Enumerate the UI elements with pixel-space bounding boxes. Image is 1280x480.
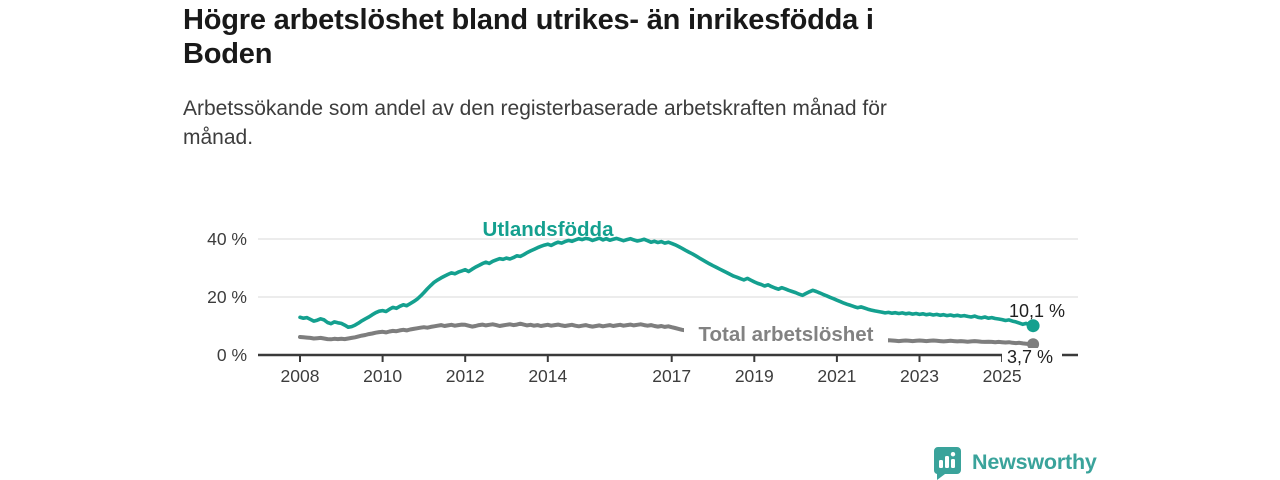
title-line-1: Högre arbetslöshet bland utrikes- än inr… <box>183 4 874 36</box>
utlandsfodda-line <box>298 236 1035 330</box>
subtitle-line-1: Arbetssökande som andel av den registerb… <box>183 97 887 121</box>
bar-chart-glyph <box>939 451 956 468</box>
end-value-label-utlandsfodda: 10,1 % <box>1009 301 1065 321</box>
total-line <box>298 321 1036 347</box>
y-tick-label: 20 % <box>207 287 247 307</box>
x-tick-label: 2014 <box>528 366 567 386</box>
y-axis-labels: 0 % 20 % 40 % <box>207 229 247 365</box>
newsworthy-chart-bubble-icon <box>933 446 961 480</box>
y-tick-label: 40 % <box>207 229 247 249</box>
y-tick-label: 0 % <box>217 345 247 365</box>
x-ticks: 2008 2010 2012 2014 2017 2019 2021 2023 2025 <box>281 355 1022 386</box>
series-label-total: Total arbetslöshet <box>698 323 873 346</box>
x-tick-label: 2008 <box>281 366 320 386</box>
page-title: Högre arbetslöshet bland utrikes- än inr… <box>183 4 1083 71</box>
logo-text: Newsworthy <box>972 449 1097 474</box>
x-tick-label: 2019 <box>735 366 774 386</box>
x-tick-label: 2025 <box>983 366 1022 386</box>
chart-header: Högre arbetslöshet bland utrikes- än inr… <box>183 4 1083 153</box>
utlandsfodda-end-dot <box>1026 319 1040 333</box>
title-line-2: Boden <box>183 37 273 70</box>
subtitle-line-2: månad. <box>183 126 254 150</box>
gridlines <box>258 238 1078 298</box>
end-value-label-total: 3,7 % <box>1007 347 1053 367</box>
series-label-utlandsfodda: Utlandsfödda <box>483 218 615 241</box>
newsworthy-logo: Newsworthy <box>931 444 1097 480</box>
x-tick-label: 2021 <box>817 366 856 386</box>
x-tick-label: 2017 <box>652 366 691 386</box>
chart-subtitle: Arbetssökande som andel av den registerb… <box>183 95 1083 153</box>
x-tick-label: 2023 <box>900 366 939 386</box>
x-tick-label: 2012 <box>446 366 485 386</box>
x-tick-label: 2010 <box>363 366 402 386</box>
total-label-mask <box>684 320 888 348</box>
end-value-mask-total <box>1002 348 1062 366</box>
total-end-dot <box>1027 338 1040 351</box>
